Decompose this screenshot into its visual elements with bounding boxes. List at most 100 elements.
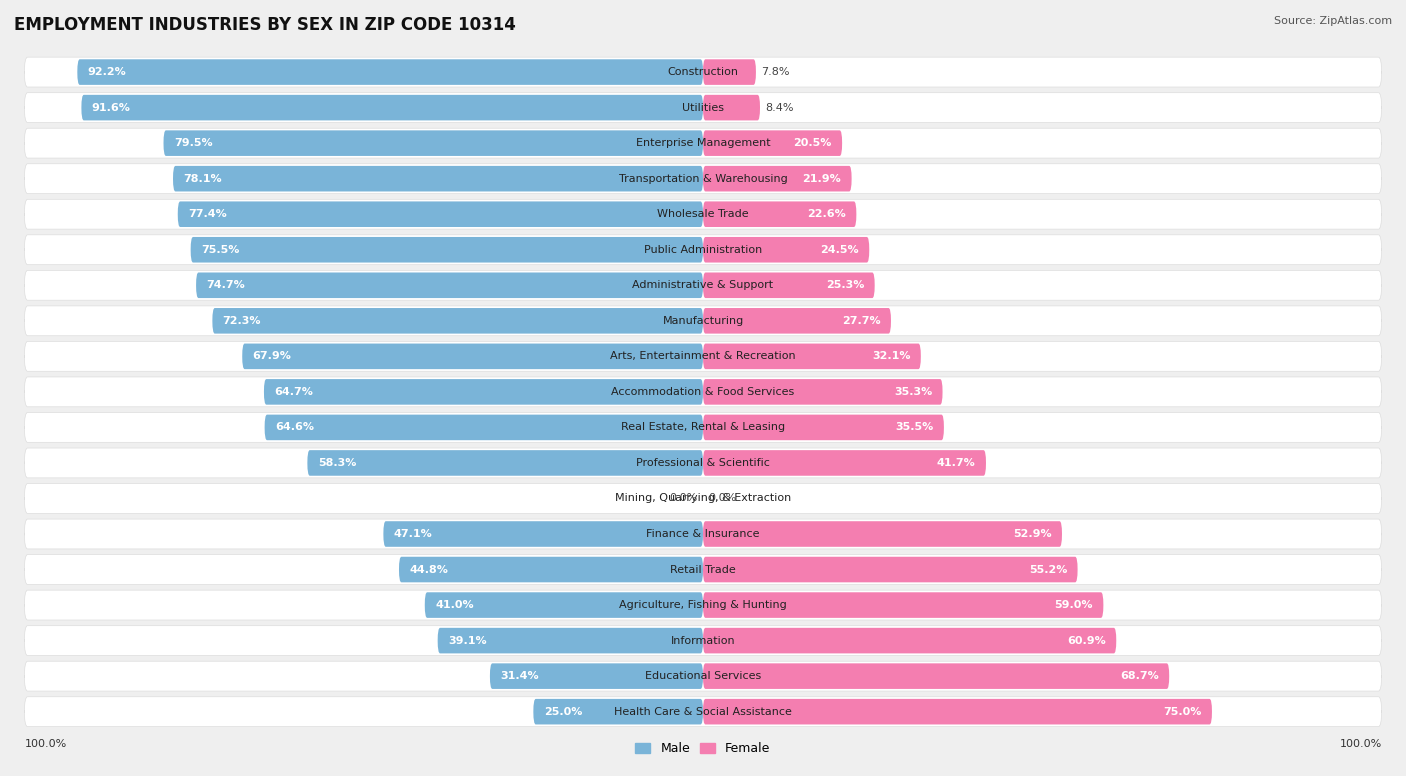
Text: 20.5%: 20.5% (793, 138, 832, 148)
Text: 59.0%: 59.0% (1054, 600, 1092, 610)
Legend: Male, Female: Male, Female (630, 737, 776, 760)
Text: 55.2%: 55.2% (1029, 565, 1067, 574)
Text: Public Administration: Public Administration (644, 244, 762, 255)
FancyBboxPatch shape (703, 592, 1104, 618)
Text: 7.8%: 7.8% (761, 67, 790, 77)
FancyBboxPatch shape (24, 306, 1382, 336)
Text: Construction: Construction (668, 67, 738, 77)
Text: Information: Information (671, 636, 735, 646)
Text: Agriculture, Fishing & Hunting: Agriculture, Fishing & Hunting (619, 600, 787, 610)
Text: 31.4%: 31.4% (501, 671, 538, 681)
Text: 74.7%: 74.7% (207, 280, 245, 290)
FancyBboxPatch shape (24, 483, 1382, 514)
Text: Real Estate, Rental & Leasing: Real Estate, Rental & Leasing (621, 422, 785, 432)
Text: 35.3%: 35.3% (894, 387, 932, 397)
FancyBboxPatch shape (24, 92, 1382, 123)
FancyBboxPatch shape (703, 344, 921, 369)
Text: 60.9%: 60.9% (1067, 636, 1107, 646)
Text: Manufacturing: Manufacturing (662, 316, 744, 326)
FancyBboxPatch shape (191, 237, 703, 262)
Text: Educational Services: Educational Services (645, 671, 761, 681)
Text: EMPLOYMENT INDUSTRIES BY SEX IN ZIP CODE 10314: EMPLOYMENT INDUSTRIES BY SEX IN ZIP CODE… (14, 16, 516, 33)
FancyBboxPatch shape (242, 344, 703, 369)
FancyBboxPatch shape (703, 166, 852, 192)
Text: Finance & Insurance: Finance & Insurance (647, 529, 759, 539)
FancyBboxPatch shape (24, 625, 1382, 656)
FancyBboxPatch shape (703, 272, 875, 298)
FancyBboxPatch shape (212, 308, 703, 334)
FancyBboxPatch shape (703, 450, 986, 476)
Text: Health Care & Social Assistance: Health Care & Social Assistance (614, 707, 792, 717)
Text: 25.3%: 25.3% (825, 280, 865, 290)
Text: 77.4%: 77.4% (188, 210, 226, 219)
Text: Administrative & Support: Administrative & Support (633, 280, 773, 290)
Text: 52.9%: 52.9% (1014, 529, 1052, 539)
FancyBboxPatch shape (24, 555, 1382, 584)
FancyBboxPatch shape (177, 202, 703, 227)
Text: Transportation & Warehousing: Transportation & Warehousing (619, 174, 787, 184)
FancyBboxPatch shape (77, 59, 703, 85)
Text: 67.9%: 67.9% (253, 352, 291, 362)
FancyBboxPatch shape (24, 377, 1382, 407)
Text: 47.1%: 47.1% (394, 529, 433, 539)
FancyBboxPatch shape (703, 414, 943, 440)
Text: 0.0%: 0.0% (709, 494, 737, 504)
FancyBboxPatch shape (24, 413, 1382, 442)
FancyBboxPatch shape (703, 663, 1170, 689)
FancyBboxPatch shape (384, 521, 703, 547)
FancyBboxPatch shape (533, 699, 703, 725)
FancyBboxPatch shape (703, 699, 1212, 725)
Text: 41.7%: 41.7% (936, 458, 976, 468)
Text: 64.6%: 64.6% (276, 422, 314, 432)
FancyBboxPatch shape (264, 379, 703, 404)
Text: 27.7%: 27.7% (842, 316, 880, 326)
FancyBboxPatch shape (24, 128, 1382, 158)
Text: 24.5%: 24.5% (820, 244, 859, 255)
FancyBboxPatch shape (703, 308, 891, 334)
Text: 79.5%: 79.5% (174, 138, 212, 148)
FancyBboxPatch shape (703, 130, 842, 156)
FancyBboxPatch shape (163, 130, 703, 156)
Text: 92.2%: 92.2% (87, 67, 127, 77)
FancyBboxPatch shape (489, 663, 703, 689)
FancyBboxPatch shape (703, 202, 856, 227)
FancyBboxPatch shape (703, 556, 1077, 582)
FancyBboxPatch shape (24, 341, 1382, 371)
Text: Professional & Scientific: Professional & Scientific (636, 458, 770, 468)
FancyBboxPatch shape (24, 199, 1382, 229)
Text: Mining, Quarrying, & Extraction: Mining, Quarrying, & Extraction (614, 494, 792, 504)
FancyBboxPatch shape (24, 519, 1382, 549)
Text: 41.0%: 41.0% (434, 600, 474, 610)
FancyBboxPatch shape (24, 270, 1382, 300)
FancyBboxPatch shape (195, 272, 703, 298)
Text: 21.9%: 21.9% (803, 174, 841, 184)
FancyBboxPatch shape (24, 697, 1382, 726)
FancyBboxPatch shape (703, 628, 1116, 653)
Text: 91.6%: 91.6% (91, 102, 131, 113)
Text: Enterprise Management: Enterprise Management (636, 138, 770, 148)
Text: 100.0%: 100.0% (24, 739, 66, 749)
Text: 35.5%: 35.5% (896, 422, 934, 432)
Text: 75.0%: 75.0% (1163, 707, 1202, 717)
Text: 8.4%: 8.4% (765, 102, 793, 113)
FancyBboxPatch shape (399, 556, 703, 582)
Text: Accommodation & Food Services: Accommodation & Food Services (612, 387, 794, 397)
Text: 100.0%: 100.0% (1340, 739, 1382, 749)
Text: 44.8%: 44.8% (409, 565, 449, 574)
Text: 68.7%: 68.7% (1121, 671, 1159, 681)
Text: 78.1%: 78.1% (183, 174, 222, 184)
Text: 58.3%: 58.3% (318, 458, 356, 468)
FancyBboxPatch shape (703, 521, 1062, 547)
FancyBboxPatch shape (24, 448, 1382, 478)
Text: 0.0%: 0.0% (669, 494, 697, 504)
Text: 39.1%: 39.1% (449, 636, 486, 646)
Text: 25.0%: 25.0% (544, 707, 582, 717)
FancyBboxPatch shape (24, 235, 1382, 265)
FancyBboxPatch shape (24, 164, 1382, 193)
FancyBboxPatch shape (703, 237, 869, 262)
FancyBboxPatch shape (703, 95, 761, 120)
Text: 32.1%: 32.1% (872, 352, 911, 362)
Text: Arts, Entertainment & Recreation: Arts, Entertainment & Recreation (610, 352, 796, 362)
FancyBboxPatch shape (437, 628, 703, 653)
Text: Wholesale Trade: Wholesale Trade (657, 210, 749, 219)
